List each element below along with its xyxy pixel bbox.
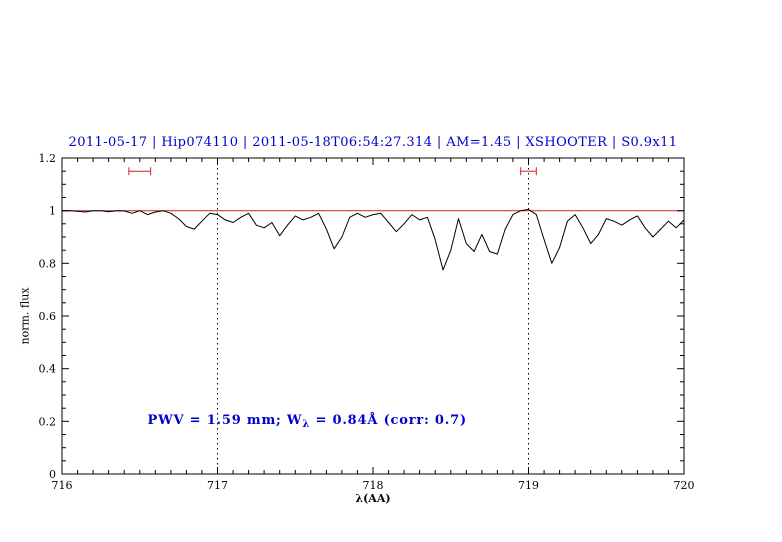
- x-tick-label: 717: [207, 479, 228, 492]
- x-tick-label: 718: [363, 479, 384, 492]
- x-axis-label: λ(AA): [355, 492, 391, 505]
- y-tick-label: 0: [49, 468, 56, 481]
- spectrum-line: [62, 208, 685, 271]
- y-tick-label: 1.2: [39, 152, 57, 165]
- y-tick-label: 0.2: [39, 415, 57, 428]
- y-tick-label: 0.8: [39, 257, 57, 270]
- x-tick-label: 716: [52, 479, 73, 492]
- x-tick-label: 719: [518, 479, 539, 492]
- pwv-annotation: PWV = 1.59 mm; Wλ = 0.84Å (corr: 0.7): [148, 412, 467, 430]
- y-tick-label: 1: [49, 205, 56, 218]
- plot-title: 2011-05-17 | Hip074110 | 2011-05-18T06:5…: [68, 135, 678, 150]
- y-tick-label: 0.6: [39, 310, 57, 323]
- y-tick-label: 0.4: [39, 363, 57, 376]
- x-tick-label: 720: [674, 479, 695, 492]
